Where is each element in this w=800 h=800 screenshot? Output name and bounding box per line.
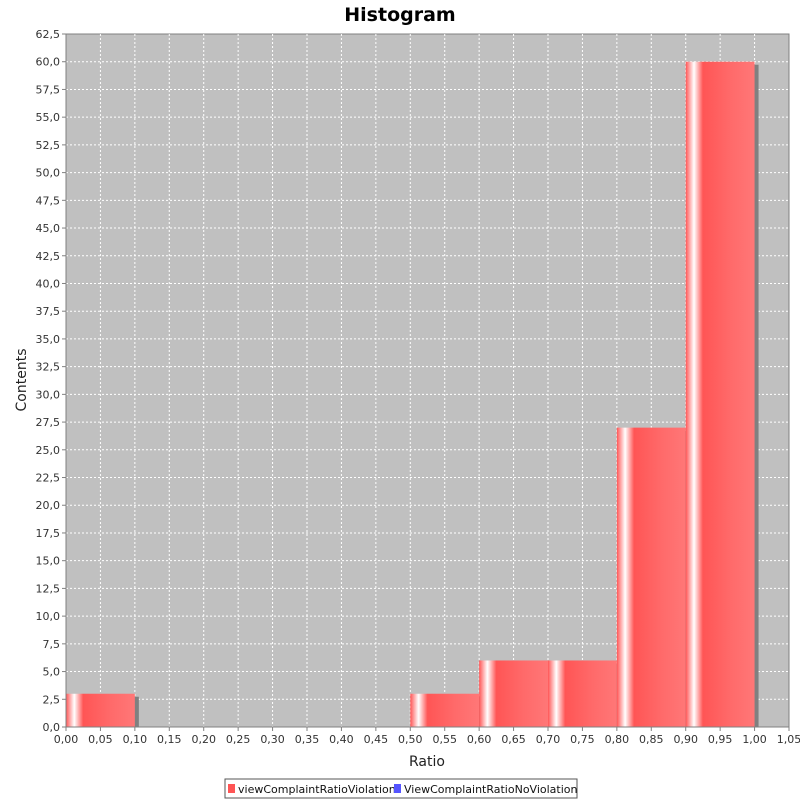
y-tick-label: 12,5 — [36, 582, 61, 595]
x-tick-label: 0,10 — [123, 733, 148, 746]
legend-label-violation: viewComplaintRatioViolation — [238, 783, 396, 796]
y-tick-label: 2,5 — [43, 693, 61, 706]
x-tick-label: 0,05 — [88, 733, 113, 746]
x-tick-label: 0,85 — [639, 733, 664, 746]
x-tick-label: 0,90 — [673, 733, 698, 746]
x-tick-label: 0,50 — [398, 733, 423, 746]
legend-swatch-no-violation — [394, 784, 401, 793]
x-tick-label: 0,25 — [226, 733, 251, 746]
x-tick-label: 0,70 — [536, 733, 561, 746]
y-tick-label: 42,5 — [36, 250, 61, 263]
y-tick-label: 5,0 — [43, 666, 61, 679]
x-tick-label: 0,20 — [191, 733, 216, 746]
y-tick-label: 0,0 — [43, 721, 61, 734]
histogram-bar — [548, 660, 617, 727]
histogram-bar — [410, 693, 480, 727]
y-tick-label: 25,0 — [36, 444, 61, 457]
histogram-bar — [616, 427, 686, 727]
y-tick-label: 37,5 — [36, 305, 61, 318]
y-tick-label: 35,0 — [36, 333, 61, 346]
legend: viewComplaintRatioViolation ViewComplain… — [224, 778, 578, 799]
bars — [66, 61, 759, 728]
x-tick-label: 0,95 — [708, 733, 733, 746]
y-tick-label: 50,0 — [36, 167, 61, 180]
x-tick-label: 0,35 — [295, 733, 320, 746]
x-tick-label: 0,65 — [501, 733, 526, 746]
histogram-bar — [479, 660, 548, 727]
y-tick-label: 45,0 — [36, 222, 61, 235]
x-tick-label: 0,60 — [467, 733, 492, 746]
y-tick-label: 22,5 — [36, 472, 61, 485]
x-tick-label: 0,00 — [54, 733, 79, 746]
x-tick-label: 0,40 — [329, 733, 354, 746]
y-tick-label: 47,5 — [36, 194, 61, 207]
y-tick-label: 30,0 — [36, 388, 61, 401]
x-tick-label: 0,45 — [364, 733, 389, 746]
x-tick-label: 0,80 — [605, 733, 630, 746]
y-tick-label: 32,5 — [36, 361, 61, 374]
legend-label-no-violation: ViewComplaintRatioNoViolation — [404, 783, 578, 796]
x-tick-label: 0,30 — [260, 733, 285, 746]
y-tick-label: 10,0 — [36, 610, 61, 623]
y-tick-label: 55,0 — [36, 111, 61, 124]
y-axis-label: Contents — [14, 349, 30, 412]
y-tick-label: 17,5 — [36, 527, 61, 540]
chart-title: Histogram — [344, 4, 455, 26]
axes: 0,00 0,05 0,10 0,15 0,20 0,25 0,30 0,35 0,40 0,45… — [36, 28, 800, 746]
y-tick-label: 7,5 — [43, 638, 61, 651]
x-tick-label: 1,05 — [777, 733, 800, 746]
y-tick-label: 57,5 — [36, 83, 61, 96]
y-tick-label: 15,0 — [36, 555, 61, 568]
histogram-bar — [685, 61, 755, 728]
x-tick-label: 0,55 — [432, 733, 457, 746]
y-tick-label: 52,5 — [36, 139, 61, 152]
legend-swatch-violation — [228, 784, 235, 793]
x-tick-label: 0,15 — [157, 733, 182, 746]
x-axis-label: Ratio — [409, 754, 445, 770]
x-tick-label: 1,00 — [742, 733, 767, 746]
y-tick-label: 60,0 — [36, 56, 61, 69]
x-tick-label: 0,75 — [570, 733, 595, 746]
y-tick-label: 40,0 — [36, 277, 61, 290]
y-tick-label: 20,0 — [36, 499, 61, 512]
y-tick-label: 62,5 — [36, 28, 61, 41]
histogram-bar — [66, 693, 135, 727]
y-tick-label: 27,5 — [36, 416, 61, 429]
